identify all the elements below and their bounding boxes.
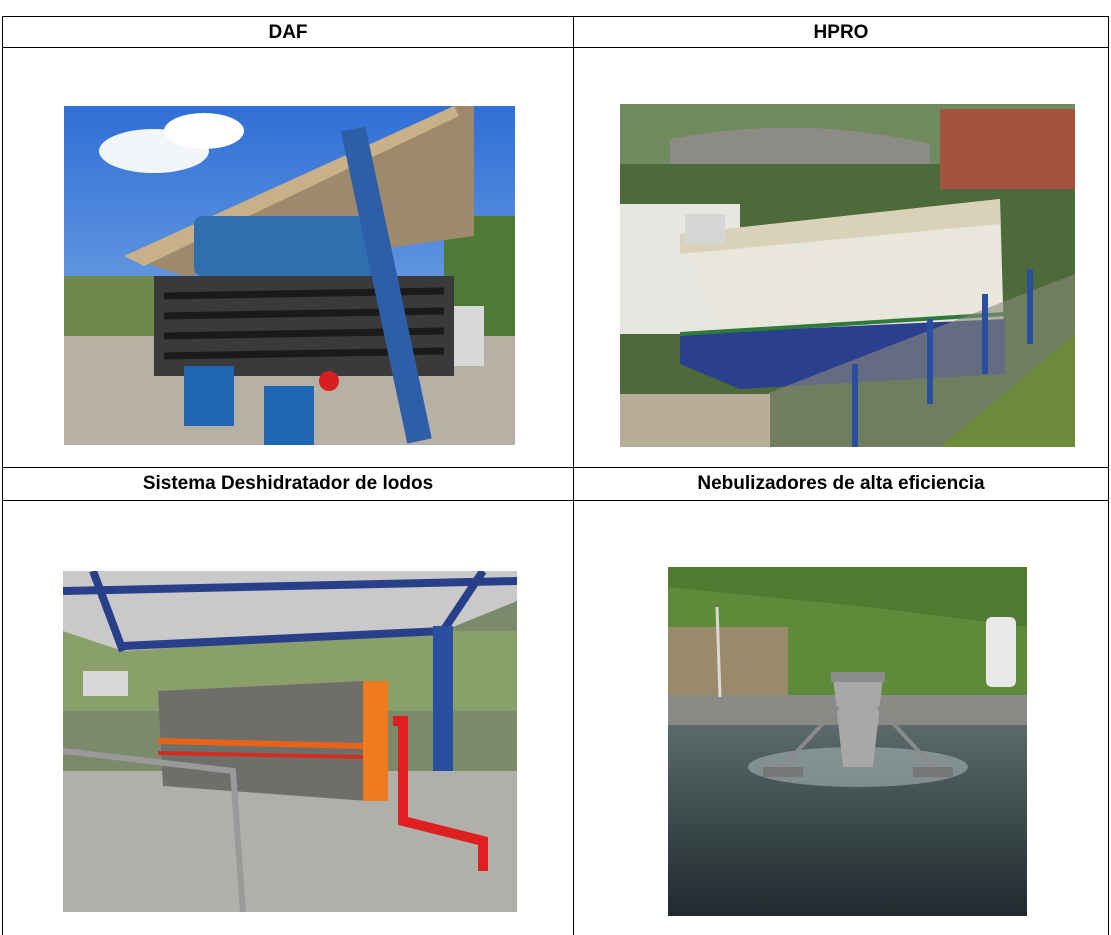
cell-header: HPRO [813,22,869,43]
cell-header: DAF [268,22,308,43]
table-border [2,467,1109,468]
table-border [2,16,1109,17]
photo-nebulizadores [668,567,1027,916]
cell-header: Nebulizadores de alta eficiencia [697,473,985,494]
table-border [2,16,3,935]
photo-hpro [620,104,1075,447]
cell-header: Sistema Deshidratador de lodos [142,473,434,494]
table-border [1108,16,1109,935]
table-border [573,16,574,935]
photo-deshidratador [63,571,517,912]
table-border [2,47,1109,48]
photo-daf [64,106,515,445]
table-border [2,500,1109,501]
